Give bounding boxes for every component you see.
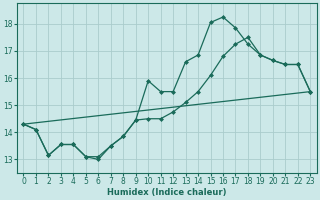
X-axis label: Humidex (Indice chaleur): Humidex (Indice chaleur)	[107, 188, 227, 197]
